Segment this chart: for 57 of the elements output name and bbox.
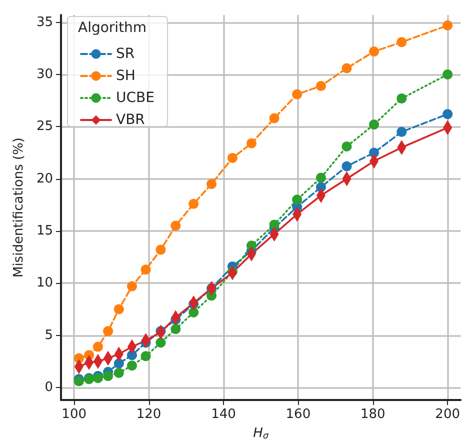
y-tick-label: 20: [36, 171, 53, 186]
y-tick-label: 10: [36, 276, 53, 291]
y-tick-label: 25: [36, 119, 53, 134]
point: [156, 338, 166, 348]
point: [140, 351, 151, 362]
point: [396, 126, 407, 137]
point: [396, 37, 407, 48]
x-tick-label: 200: [435, 407, 460, 422]
point: [342, 141, 352, 152]
point: [188, 198, 199, 209]
x-tick-label: 120: [136, 407, 162, 422]
point: [316, 172, 326, 183]
y-tick-label: 0: [44, 380, 53, 395]
point: [103, 326, 114, 336]
y-tick-label: 30: [36, 66, 53, 82]
point: [126, 360, 137, 371]
x-tick-label: 160: [286, 407, 311, 422]
point: [292, 89, 302, 100]
point: [442, 20, 453, 30]
point: [316, 80, 326, 91]
point: [342, 161, 352, 172]
point: [126, 281, 137, 292]
point: [114, 304, 124, 314]
point: [442, 69, 453, 80]
point: [170, 324, 181, 334]
y-tick-label: 15: [36, 223, 53, 238]
point: [92, 342, 103, 352]
point: [114, 368, 124, 378]
point: [442, 109, 453, 120]
point: [92, 373, 103, 384]
x-tick-label: 180: [360, 407, 386, 422]
point: [140, 264, 151, 275]
legend-label: SR: [116, 46, 135, 62]
x-tick-label: 100: [62, 407, 86, 422]
point: [170, 220, 181, 231]
point: [206, 179, 217, 190]
legend-title: Algorithm: [78, 20, 147, 36]
point: [156, 244, 166, 255]
y-axis-title: Misidentifications (%): [12, 137, 27, 278]
point: [292, 194, 302, 205]
point: [396, 93, 407, 104]
legend-label: VBR: [116, 112, 146, 128]
point: [369, 120, 380, 130]
point: [103, 371, 114, 381]
y-tick-label: 35: [36, 14, 53, 30]
point: [269, 113, 280, 124]
point: [188, 307, 199, 318]
x-tick-label: 140: [211, 407, 236, 422]
point: [246, 138, 256, 148]
legend-label: UCBE: [116, 90, 154, 106]
legend-label: SH: [116, 68, 136, 84]
y-tick-label: 5: [44, 328, 53, 343]
point: [227, 152, 238, 163]
point: [369, 46, 380, 57]
point: [269, 220, 280, 230]
point: [342, 63, 352, 74]
point: [114, 358, 124, 368]
